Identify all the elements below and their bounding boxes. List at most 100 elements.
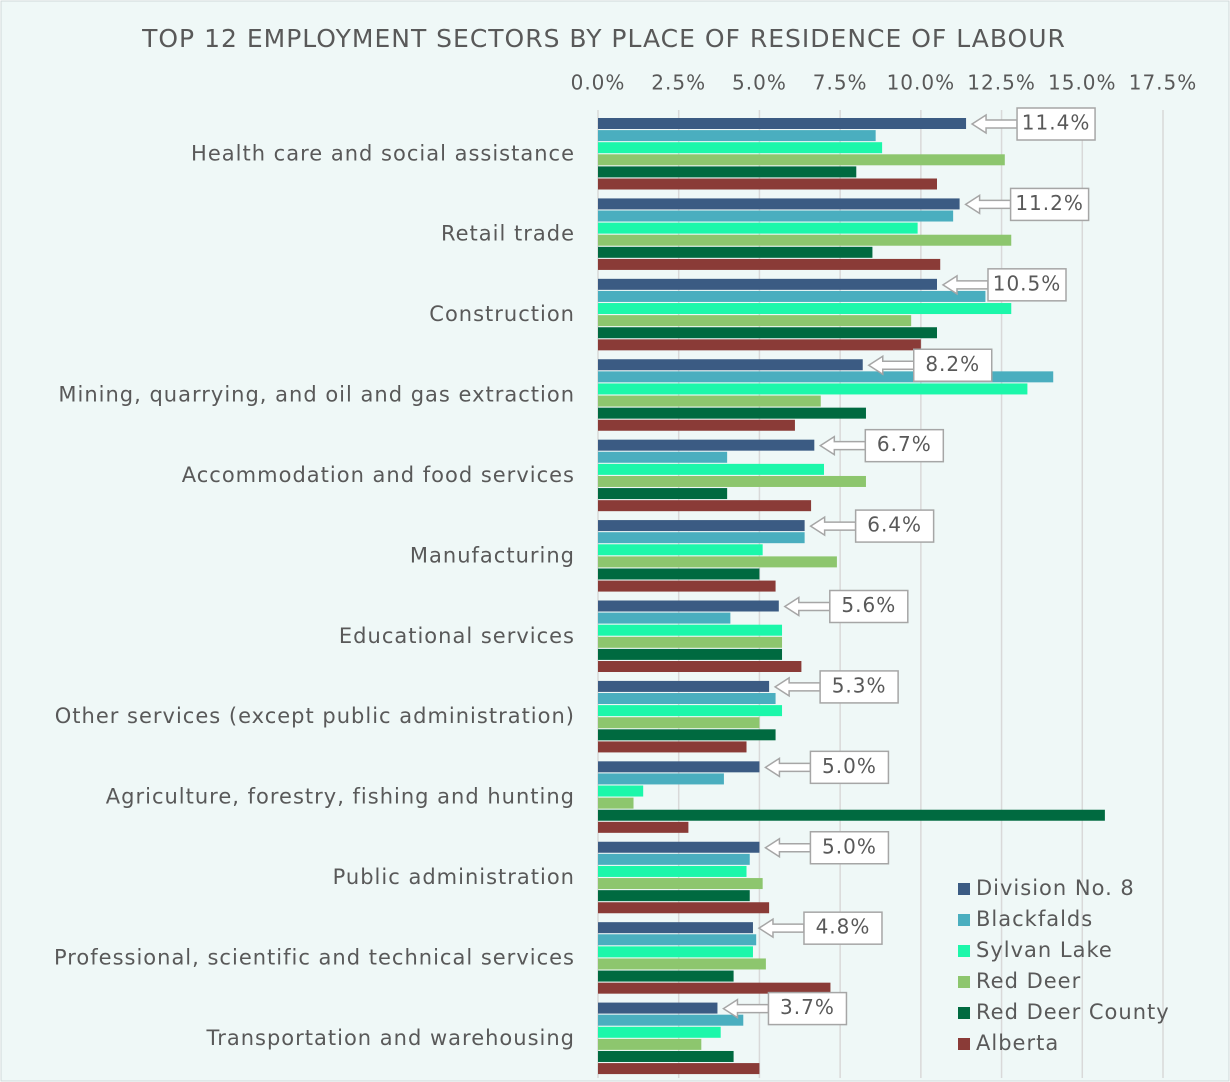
legend-label: Blackfalds: [976, 907, 1093, 931]
bar: [598, 958, 766, 970]
x-tick-label: 10.0%: [887, 71, 956, 95]
bar: [598, 166, 857, 178]
bar: [598, 500, 812, 512]
legend-swatch: [958, 883, 970, 895]
bar: [598, 741, 747, 753]
x-tick-label: 7.5%: [813, 71, 868, 95]
grid: [597, 110, 1164, 1078]
legend-swatch: [958, 1007, 970, 1019]
bar: [598, 841, 760, 853]
y-tick-label: Transportation and warehousing: [205, 1026, 575, 1050]
bar: [598, 210, 954, 222]
callout-box: [829, 589, 909, 624]
y-tick-label: Agriculture, forestry, fishing and hunti…: [106, 785, 575, 809]
bar: [598, 154, 1005, 166]
data-label: 5.0%: [822, 834, 877, 858]
bar: [598, 600, 779, 612]
callout-box: [854, 509, 935, 543]
bar: [598, 693, 776, 705]
y-tick-label: Accommodation and food services: [182, 463, 575, 487]
bar: [598, 809, 1105, 821]
bar: [598, 142, 883, 154]
bar: [598, 1038, 702, 1050]
bar: [598, 853, 750, 865]
x-tick-label: 2.5%: [651, 71, 706, 95]
y-tick-label: Public administration: [333, 865, 575, 889]
bar: [598, 383, 1028, 395]
bar: [598, 130, 876, 142]
bar: [598, 636, 783, 648]
bar: [598, 1002, 718, 1014]
y-tick-label: Construction: [429, 302, 575, 326]
bar: [598, 303, 1012, 315]
bar: [598, 451, 728, 463]
bar: [598, 821, 689, 833]
bar: [598, 580, 776, 592]
data-label: 6.4%: [867, 513, 922, 537]
callout-box: [864, 428, 945, 463]
bar: [598, 705, 783, 717]
labels: 0.0% 2.5% 5.0% 7.5% 10.0% 12.5% 15.0% 17.5% Heal…: [54, 71, 1198, 1056]
bar: [598, 475, 866, 487]
bar: [598, 648, 783, 660]
data-label: 5.3%: [832, 673, 887, 697]
data-label: 3.7%: [780, 995, 835, 1019]
y-tick-label: Retail trade: [441, 222, 575, 246]
x-tick-label: 0.0%: [571, 71, 626, 95]
bar: [598, 327, 937, 339]
callout-box: [987, 268, 1067, 302]
x-tick-label: 5.0%: [732, 71, 787, 95]
data-label: 4.8%: [816, 915, 871, 939]
bar: [598, 339, 921, 351]
callout-box: [1016, 107, 1096, 141]
callout-box: [767, 991, 848, 1026]
bar: [598, 359, 863, 371]
legend-label: Division No. 8: [976, 876, 1135, 900]
bar: [598, 680, 770, 692]
bar: [598, 290, 986, 302]
bar: [598, 761, 760, 773]
x-tick-label: 12.5%: [967, 71, 1036, 95]
bar: [598, 970, 734, 982]
bar: [598, 922, 753, 934]
y-tick-label: Mining, quarrying, and oil and gas extra…: [58, 383, 575, 407]
bar: [598, 729, 776, 741]
bar: [598, 982, 831, 994]
bar: [598, 1014, 744, 1026]
bar: [598, 612, 731, 624]
bar: [598, 234, 1012, 246]
callout-box: [912, 348, 993, 382]
bar: [598, 439, 815, 451]
x-tick-label: 15.0%: [1048, 71, 1117, 95]
bar: [598, 532, 805, 544]
x-tick-label: 17.5%: [1129, 71, 1198, 95]
callout-box: [803, 911, 883, 945]
callout-box: [1009, 187, 1090, 222]
bar: [598, 463, 824, 475]
bar: [598, 934, 757, 946]
bar: [598, 419, 795, 431]
callout-box: [809, 831, 890, 865]
y-tick-label: Manufacturing: [410, 543, 575, 567]
legend-swatch: [958, 1038, 970, 1050]
bar: [598, 488, 728, 500]
bar: [598, 902, 770, 914]
bars: [598, 118, 1105, 1075]
bar: [598, 556, 837, 568]
legend-label: Red Deer: [976, 969, 1081, 993]
bar: [598, 258, 941, 270]
bar: [598, 797, 634, 809]
data-label: 6.7%: [877, 432, 932, 456]
bar: [598, 717, 760, 729]
bar: [598, 661, 802, 672]
bar: [598, 118, 967, 129]
bar: [598, 544, 763, 556]
y-tick-label: Other services (except public administra…: [55, 704, 575, 728]
y-tick-label: Professional, scientific and technical s…: [54, 945, 575, 969]
bar: [598, 785, 644, 797]
bar: [598, 278, 937, 290]
bar: [598, 198, 960, 210]
data-label: 5.0%: [822, 754, 877, 778]
chart-title: TOP 12 EMPLOYMENT SECTORS BY PLACE OF RE…: [141, 24, 1066, 53]
